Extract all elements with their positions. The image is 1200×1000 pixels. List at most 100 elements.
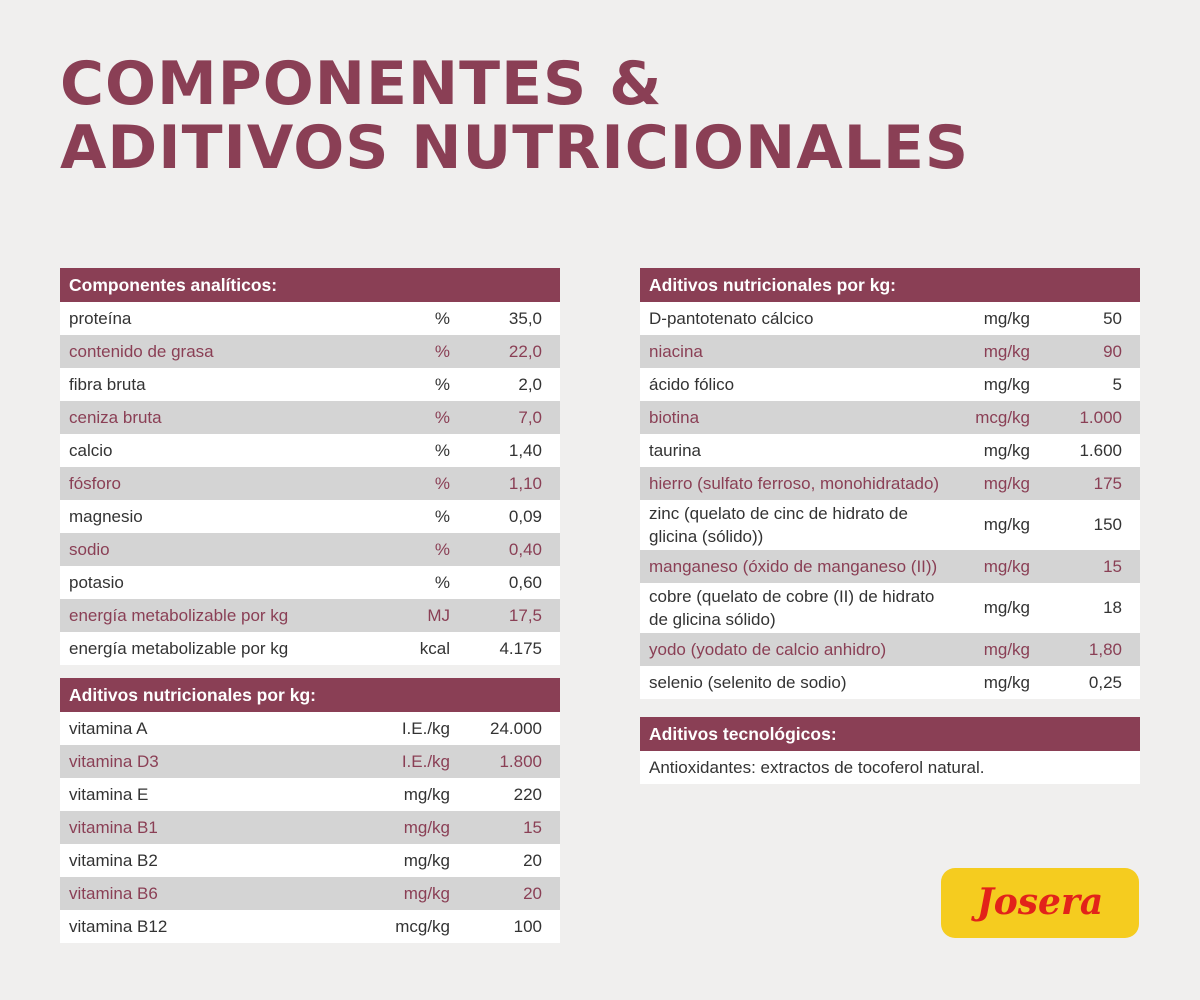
table-row: magnesio% 0,09 bbox=[60, 500, 560, 533]
cell-unit: mg/kg bbox=[403, 883, 450, 903]
table-row: niacina mg/kg 90 bbox=[640, 335, 1140, 368]
table-row: vitamina B6 mg/kg 20 bbox=[60, 877, 560, 910]
cell-unit: mg/kg bbox=[983, 515, 1030, 534]
cell-unit: mg/kg bbox=[983, 374, 1030, 394]
cell-name: selenio (selenito de sodio) bbox=[649, 673, 847, 692]
table-row: fibra bruta% 2,0 bbox=[60, 368, 560, 401]
cell-value: 150 bbox=[1093, 515, 1122, 534]
cell-unit: MJ bbox=[427, 605, 450, 625]
table-row: manganeso (óxido de manganeso (II)) mg/kg… bbox=[640, 550, 1140, 583]
cell-value: 1,40 bbox=[508, 440, 542, 460]
cell-name: ceniza bruta bbox=[69, 408, 162, 427]
cell-value: 1,80 bbox=[1088, 639, 1122, 659]
technological-header: Aditivos tecnológicos: bbox=[640, 717, 1140, 751]
table-row: vitamina A I.E./kg 24.000 bbox=[60, 712, 560, 745]
cell-unit: mcg/kg bbox=[975, 407, 1030, 427]
cell-value: 90 bbox=[1103, 341, 1122, 361]
cell-value: 18 bbox=[1103, 598, 1122, 617]
vitamins-header: Aditivos nutricionales por kg: bbox=[60, 678, 560, 712]
table-row: vitamina B12 mcg/kg 100 bbox=[60, 910, 560, 943]
cell-name: biotina bbox=[649, 408, 700, 427]
cell-value: 1,10 bbox=[508, 473, 542, 493]
cell-unit: mg/kg bbox=[983, 308, 1030, 328]
cell-value: 20 bbox=[523, 883, 542, 903]
cell-name: vitamina E bbox=[69, 785, 149, 804]
table-row: contenido de grasa% 22,0 bbox=[60, 335, 560, 368]
cell-name: contenido de grasa bbox=[69, 342, 214, 361]
table-row: biotina mcg/kg 1.000 bbox=[640, 401, 1140, 434]
cell-unit: mg/kg bbox=[403, 784, 450, 804]
cell-name: vitamina B6 bbox=[69, 884, 158, 903]
analytical-header: Componentes analíticos: bbox=[60, 268, 560, 302]
josera-logo: Josera bbox=[941, 868, 1139, 938]
cell-value: 1.600 bbox=[1079, 440, 1122, 460]
table-row: sodio% 0,40 bbox=[60, 533, 560, 566]
cell-name: fósforo bbox=[69, 474, 121, 493]
cell-unit: mg/kg bbox=[983, 556, 1030, 576]
cell-value: 0,25 bbox=[1088, 672, 1122, 692]
cell-name: proteína bbox=[69, 309, 132, 328]
logo-text: Josera bbox=[971, 881, 1104, 923]
table-row: ácido fólico mg/kg 5 bbox=[640, 368, 1140, 401]
cell-unit: mg/kg bbox=[403, 817, 450, 837]
technological-table: Aditivos tecnológicos: Antioxidantes: ex… bbox=[640, 717, 1140, 784]
cell-name: magnesio bbox=[69, 507, 143, 526]
table-row: zinc (quelato de cinc de hidrato de glic… bbox=[640, 500, 1140, 550]
cell-name: niacina bbox=[649, 342, 703, 361]
cell-value: 15 bbox=[1103, 556, 1122, 576]
cell-name: energía metabolizable por kg bbox=[69, 639, 289, 658]
cell-unit: % bbox=[434, 308, 450, 328]
cell-value: 175 bbox=[1093, 473, 1122, 493]
cell-value: 4.175 bbox=[499, 638, 542, 658]
table-row: cobre (quelato de cobre (II) de hidrato … bbox=[640, 583, 1140, 633]
cell-name: vitamina D3 bbox=[69, 752, 159, 771]
table-row: calcio% 1,40 bbox=[60, 434, 560, 467]
cell-name: sodio bbox=[69, 540, 110, 559]
cell-unit: mg/kg bbox=[983, 440, 1030, 460]
cell-value: 220 bbox=[513, 784, 542, 804]
cell-value: 1.000 bbox=[1079, 407, 1122, 427]
cell-name: manganeso (óxido de manganeso (II)) bbox=[649, 557, 938, 576]
cell-unit: % bbox=[434, 572, 450, 592]
cell-value: 1.800 bbox=[499, 751, 542, 771]
cell-unit: % bbox=[434, 506, 450, 526]
cell-name: D-pantotenato cálcico bbox=[649, 309, 814, 328]
table-row: potasio% 0,60 bbox=[60, 566, 560, 599]
table-row: vitamina B1 mg/kg 15 bbox=[60, 811, 560, 844]
cell-name: zinc (quelato de cinc de hidrato de glic… bbox=[649, 504, 908, 546]
cell-value: 24.000 bbox=[490, 718, 542, 738]
table-row: fósforo% 1,10 bbox=[60, 467, 560, 500]
cell-unit: mg/kg bbox=[983, 672, 1030, 692]
table-row: hierro (sulfato ferroso, monohidratado) m… bbox=[640, 467, 1140, 500]
cell-value: 17,5 bbox=[508, 605, 542, 625]
cell-value: 2,0 bbox=[518, 374, 542, 394]
table-row: selenio (selenito de sodio) mg/kg 0,25 bbox=[640, 666, 1140, 699]
table-row: energía metabolizable por kg kcal 4.175 bbox=[60, 632, 560, 665]
cell-unit: I.E./kg bbox=[401, 718, 450, 738]
cell-name: vitamina A bbox=[69, 719, 148, 738]
cell-value: 22,0 bbox=[508, 341, 542, 361]
cell-unit: mcg/kg bbox=[395, 916, 450, 936]
table-row: taurina mg/kg 1.600 bbox=[640, 434, 1140, 467]
cell-value: 0,60 bbox=[508, 572, 542, 592]
cell-value: 50 bbox=[1103, 308, 1122, 328]
cell-value: 100 bbox=[513, 916, 542, 936]
cell-value: 5 bbox=[1112, 374, 1122, 394]
cell-value: 0,09 bbox=[508, 506, 542, 526]
analytical-table: Componentes analíticos: proteína% 35,0 con… bbox=[60, 268, 560, 665]
cell-name: ácido fólico bbox=[649, 375, 735, 394]
cell-unit: mg/kg bbox=[983, 598, 1030, 617]
cell-name: vitamina B1 bbox=[69, 818, 158, 837]
cell-value: 15 bbox=[523, 817, 542, 837]
table-row: vitamina B2 mg/kg 20 bbox=[60, 844, 560, 877]
cell-unit: % bbox=[434, 539, 450, 559]
additives-table: Aditivos nutricionales por kg: D-pantote… bbox=[640, 268, 1140, 699]
cell-name: fibra bruta bbox=[69, 375, 146, 394]
cell-name: vitamina B12 bbox=[69, 917, 168, 936]
cell-value: 7,0 bbox=[518, 407, 542, 427]
cell-unit: I.E./kg bbox=[401, 751, 450, 771]
page-title: Componentes & Aditivos nutricionales bbox=[60, 52, 969, 180]
cell-unit: % bbox=[434, 341, 450, 361]
cell-value: 0,40 bbox=[508, 539, 542, 559]
title-line-1: Componentes & bbox=[60, 49, 663, 119]
